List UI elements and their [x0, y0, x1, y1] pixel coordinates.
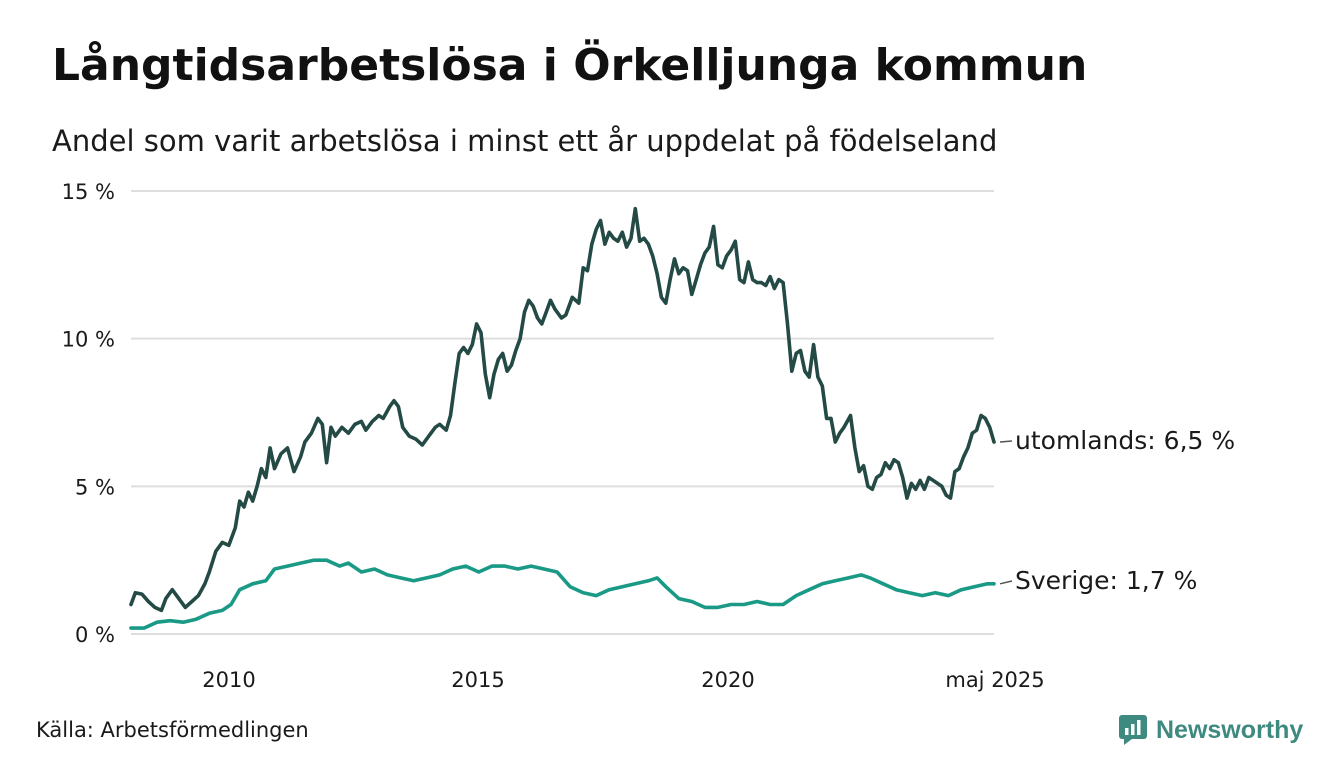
- series-end-labels: utomlands: 6,5 % Sverige: 1,7 %: [999, 426, 1235, 595]
- y-tick-label: 10 %: [62, 328, 115, 352]
- x-tick-label: maj 2025: [945, 668, 1044, 692]
- end-label-tick: [999, 580, 1013, 585]
- y-axis-labels: 0 % 5 % 10 % 15 %: [62, 180, 115, 647]
- series-lines: [129, 206, 996, 630]
- newsworthy-icon: [1119, 715, 1147, 745]
- y-tick-label: 5 %: [75, 475, 115, 499]
- line-chart: 0 % 5 % 10 % 15 % 2010 2015 2020 maj 2025 utom…: [62, 180, 1236, 692]
- brand-logo[interactable]: Newsworthy: [1118, 714, 1303, 746]
- source-note: Källa: Arbetsförmedlingen: [36, 718, 309, 742]
- brand-name: Newsworthy: [1156, 715, 1304, 744]
- series-line-utomlands: [129, 206, 996, 613]
- y-tick-label: 15 %: [62, 180, 115, 204]
- series-line-sverige: [129, 558, 996, 630]
- x-axis-labels: 2010 2015 2020 maj 2025: [202, 668, 1044, 692]
- chart-title: Långtidsarbetslösa i Örkelljunga kommun: [52, 40, 1088, 91]
- end-label-sverige: Sverige: 1,7 %: [1015, 566, 1197, 595]
- chart-subtitle: Andel som varit arbetslösa i minst ett å…: [52, 124, 998, 158]
- grid-lines: [131, 190, 994, 635]
- x-tick-label: 2020: [701, 668, 754, 692]
- x-tick-label: 2015: [451, 668, 504, 692]
- x-tick-label: 2010: [202, 668, 255, 692]
- y-tick-label: 0 %: [75, 623, 115, 647]
- end-label-utomlands: utomlands: 6,5 %: [1015, 426, 1235, 455]
- end-label-tick: [999, 440, 1013, 443]
